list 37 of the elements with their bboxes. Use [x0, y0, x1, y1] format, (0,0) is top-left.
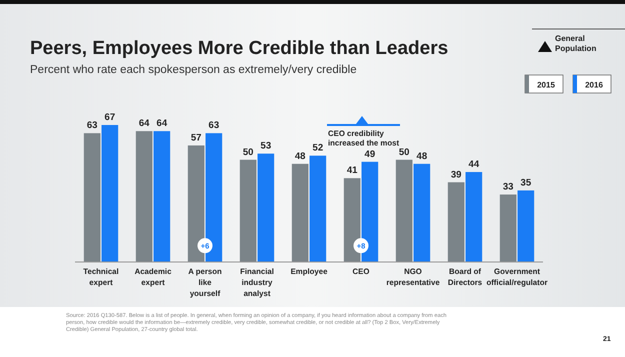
data-label: 63: [86, 120, 98, 132]
bar: [240, 160, 256, 262]
legend-label: 2016: [585, 80, 604, 90]
bar: [518, 190, 534, 262]
bar: [310, 156, 326, 262]
data-label: 67: [104, 112, 116, 123]
data-label: 39: [450, 169, 462, 180]
data-label: 48: [416, 150, 428, 162]
data-label: 52: [312, 142, 324, 154]
data-label: 41: [346, 165, 358, 176]
bar: [448, 182, 464, 262]
data-label: 64: [156, 118, 168, 130]
data-label: 50: [398, 146, 410, 158]
bar: [102, 125, 118, 262]
bar: [466, 172, 482, 262]
data-label: 49: [364, 148, 376, 160]
chart-title: Peers, Employees More Credible than Leaders: [30, 38, 448, 59]
legend-label: 2015: [537, 80, 556, 90]
data-label: 63: [208, 120, 220, 132]
bar: [136, 131, 152, 262]
data-label: 48: [294, 150, 306, 162]
bar: [396, 160, 412, 262]
data-label: 57: [190, 132, 202, 144]
bar: [258, 154, 274, 262]
data-label: 44: [468, 159, 480, 170]
data-label: 33: [502, 182, 514, 193]
bar: [500, 194, 516, 262]
text: General Population: [555, 34, 596, 53]
bar: [414, 164, 430, 262]
data-label: 64: [138, 118, 150, 130]
data-label: 35: [520, 177, 532, 188]
bar: [154, 131, 170, 262]
chart-subtitle: Percent who rate each spokesperson as extremely/very credible: [30, 64, 357, 76]
bar: [84, 133, 100, 262]
data-label: 53: [260, 140, 272, 152]
bar: [292, 164, 308, 262]
data-label: 50: [242, 146, 254, 158]
